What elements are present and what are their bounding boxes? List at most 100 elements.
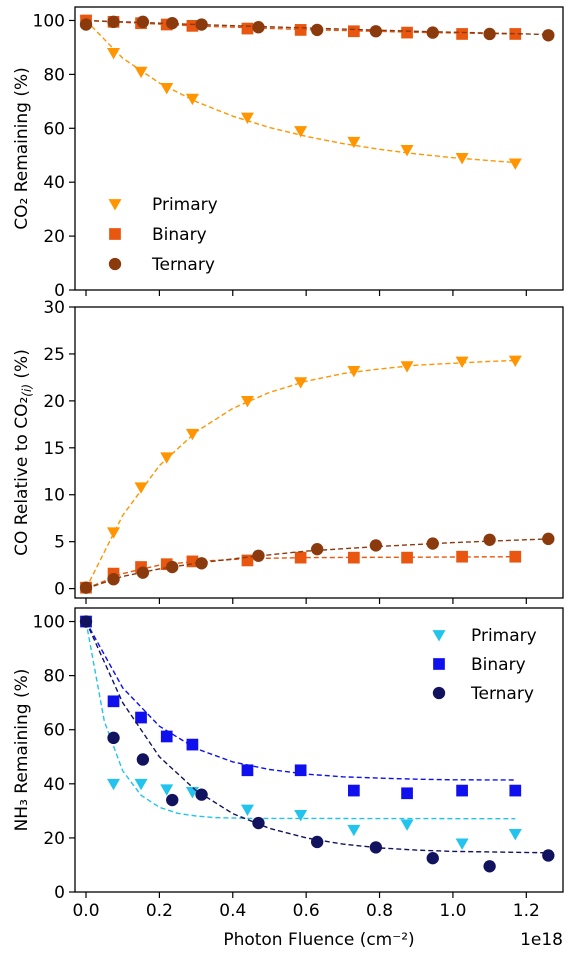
data-point (542, 29, 555, 42)
series-binary (80, 615, 522, 800)
data-point (107, 573, 120, 586)
panel-1-frame (74, 6, 564, 291)
data-point (369, 841, 383, 854)
ylabel-subscript: (i) (20, 384, 34, 397)
data-point (241, 22, 254, 35)
data-point (195, 788, 208, 801)
data-point (401, 787, 413, 800)
data-point (79, 18, 93, 31)
y-tick-label: 40 (43, 775, 65, 795)
ylabel-unit: (%) (12, 349, 32, 384)
data-point (456, 28, 468, 40)
data-point (107, 778, 121, 791)
panel-1-legend: Primary Binary Ternary (108, 195, 218, 275)
data-point (107, 15, 120, 28)
legend-marker (108, 199, 122, 211)
data-point (294, 764, 307, 777)
data-point (348, 784, 360, 797)
data-point (186, 738, 199, 751)
y-tick-label: 80 (43, 65, 65, 85)
data-point (107, 695, 120, 708)
data-point (455, 153, 469, 165)
data-point (310, 835, 324, 849)
data-point (166, 560, 179, 574)
data-point (252, 549, 265, 562)
legend-marker (433, 658, 445, 670)
data-point (509, 28, 522, 40)
panel-3-legend: Primary Binary Ternary (432, 626, 537, 704)
data-point (185, 93, 199, 106)
data-point (509, 550, 522, 563)
y-tick-label: 0 (54, 883, 65, 903)
y-tick-label: 25 (43, 345, 65, 365)
data-point (294, 24, 307, 36)
data-point (252, 816, 265, 830)
panel-3: 0 20 40 60 80 100 0.0 0.2 0.4 0.6 0.8 1.0 1.2 NH₃ Rem… (12, 607, 564, 950)
data-point (400, 819, 414, 831)
data-point (483, 860, 496, 873)
data-point (426, 26, 439, 39)
data-point (455, 838, 469, 850)
data-point (136, 15, 150, 28)
data-point (186, 555, 199, 568)
y-tick-label: 60 (43, 721, 65, 741)
data-point (160, 784, 174, 796)
data-point (347, 136, 361, 149)
data-point (134, 482, 148, 494)
y-tick-label: 40 (43, 173, 65, 193)
legend-label: Binary (152, 225, 207, 245)
legend-marker (432, 686, 446, 700)
x-tick-label: 1.0 (439, 901, 466, 921)
data-point (185, 428, 199, 441)
data-point (369, 539, 383, 552)
fit-line (85, 621, 516, 820)
data-point (426, 537, 439, 550)
y-tick-label: 15 (43, 439, 65, 459)
x-tick-label: 0.4 (219, 901, 246, 921)
data-point (241, 554, 254, 567)
data-point (401, 551, 413, 564)
data-point (79, 581, 93, 594)
legend-label: Binary (471, 655, 526, 675)
y-tick-label: 100 (33, 613, 65, 633)
legend-label: Ternary (151, 255, 215, 275)
y-tick-label: 0 (54, 580, 65, 600)
data-point (79, 615, 93, 628)
series-series-3 (79, 532, 555, 594)
data-point (252, 21, 265, 34)
data-point (160, 452, 174, 464)
x-tick-label: 0.0 (72, 901, 99, 921)
panel-2-frame (74, 306, 564, 599)
data-point (426, 852, 439, 865)
data-point (400, 361, 414, 373)
data-point (542, 849, 555, 862)
data-point (166, 16, 179, 30)
panel-3-ylabel: NH₃ Remaining (%) (12, 669, 32, 832)
data-point (107, 731, 120, 745)
fit-line (85, 621, 549, 854)
y-tick-label: 20 (43, 227, 65, 247)
y-tick-label: 0 (54, 281, 65, 301)
fit-line (85, 359, 516, 589)
data-point (134, 66, 148, 79)
data-point (369, 25, 383, 38)
data-point (401, 26, 413, 39)
x-tick-label: 1.2 (513, 901, 540, 921)
y-tick-label: 20 (43, 829, 65, 849)
data-point (347, 365, 361, 378)
data-point (240, 112, 254, 125)
data-point (186, 20, 199, 32)
data-point (400, 144, 414, 157)
data-point (240, 804, 254, 817)
x-tick-label: 0.2 (146, 901, 173, 921)
x-axis-label: Photon Fluence (cm⁻²) (223, 930, 414, 950)
data-point (348, 551, 360, 564)
fit-line (85, 621, 516, 781)
series-ternary (79, 15, 555, 42)
data-point (134, 778, 148, 791)
data-point (348, 25, 360, 38)
data-point (508, 828, 522, 841)
data-point (509, 784, 522, 797)
x-tick-label: 0.8 (366, 901, 393, 921)
